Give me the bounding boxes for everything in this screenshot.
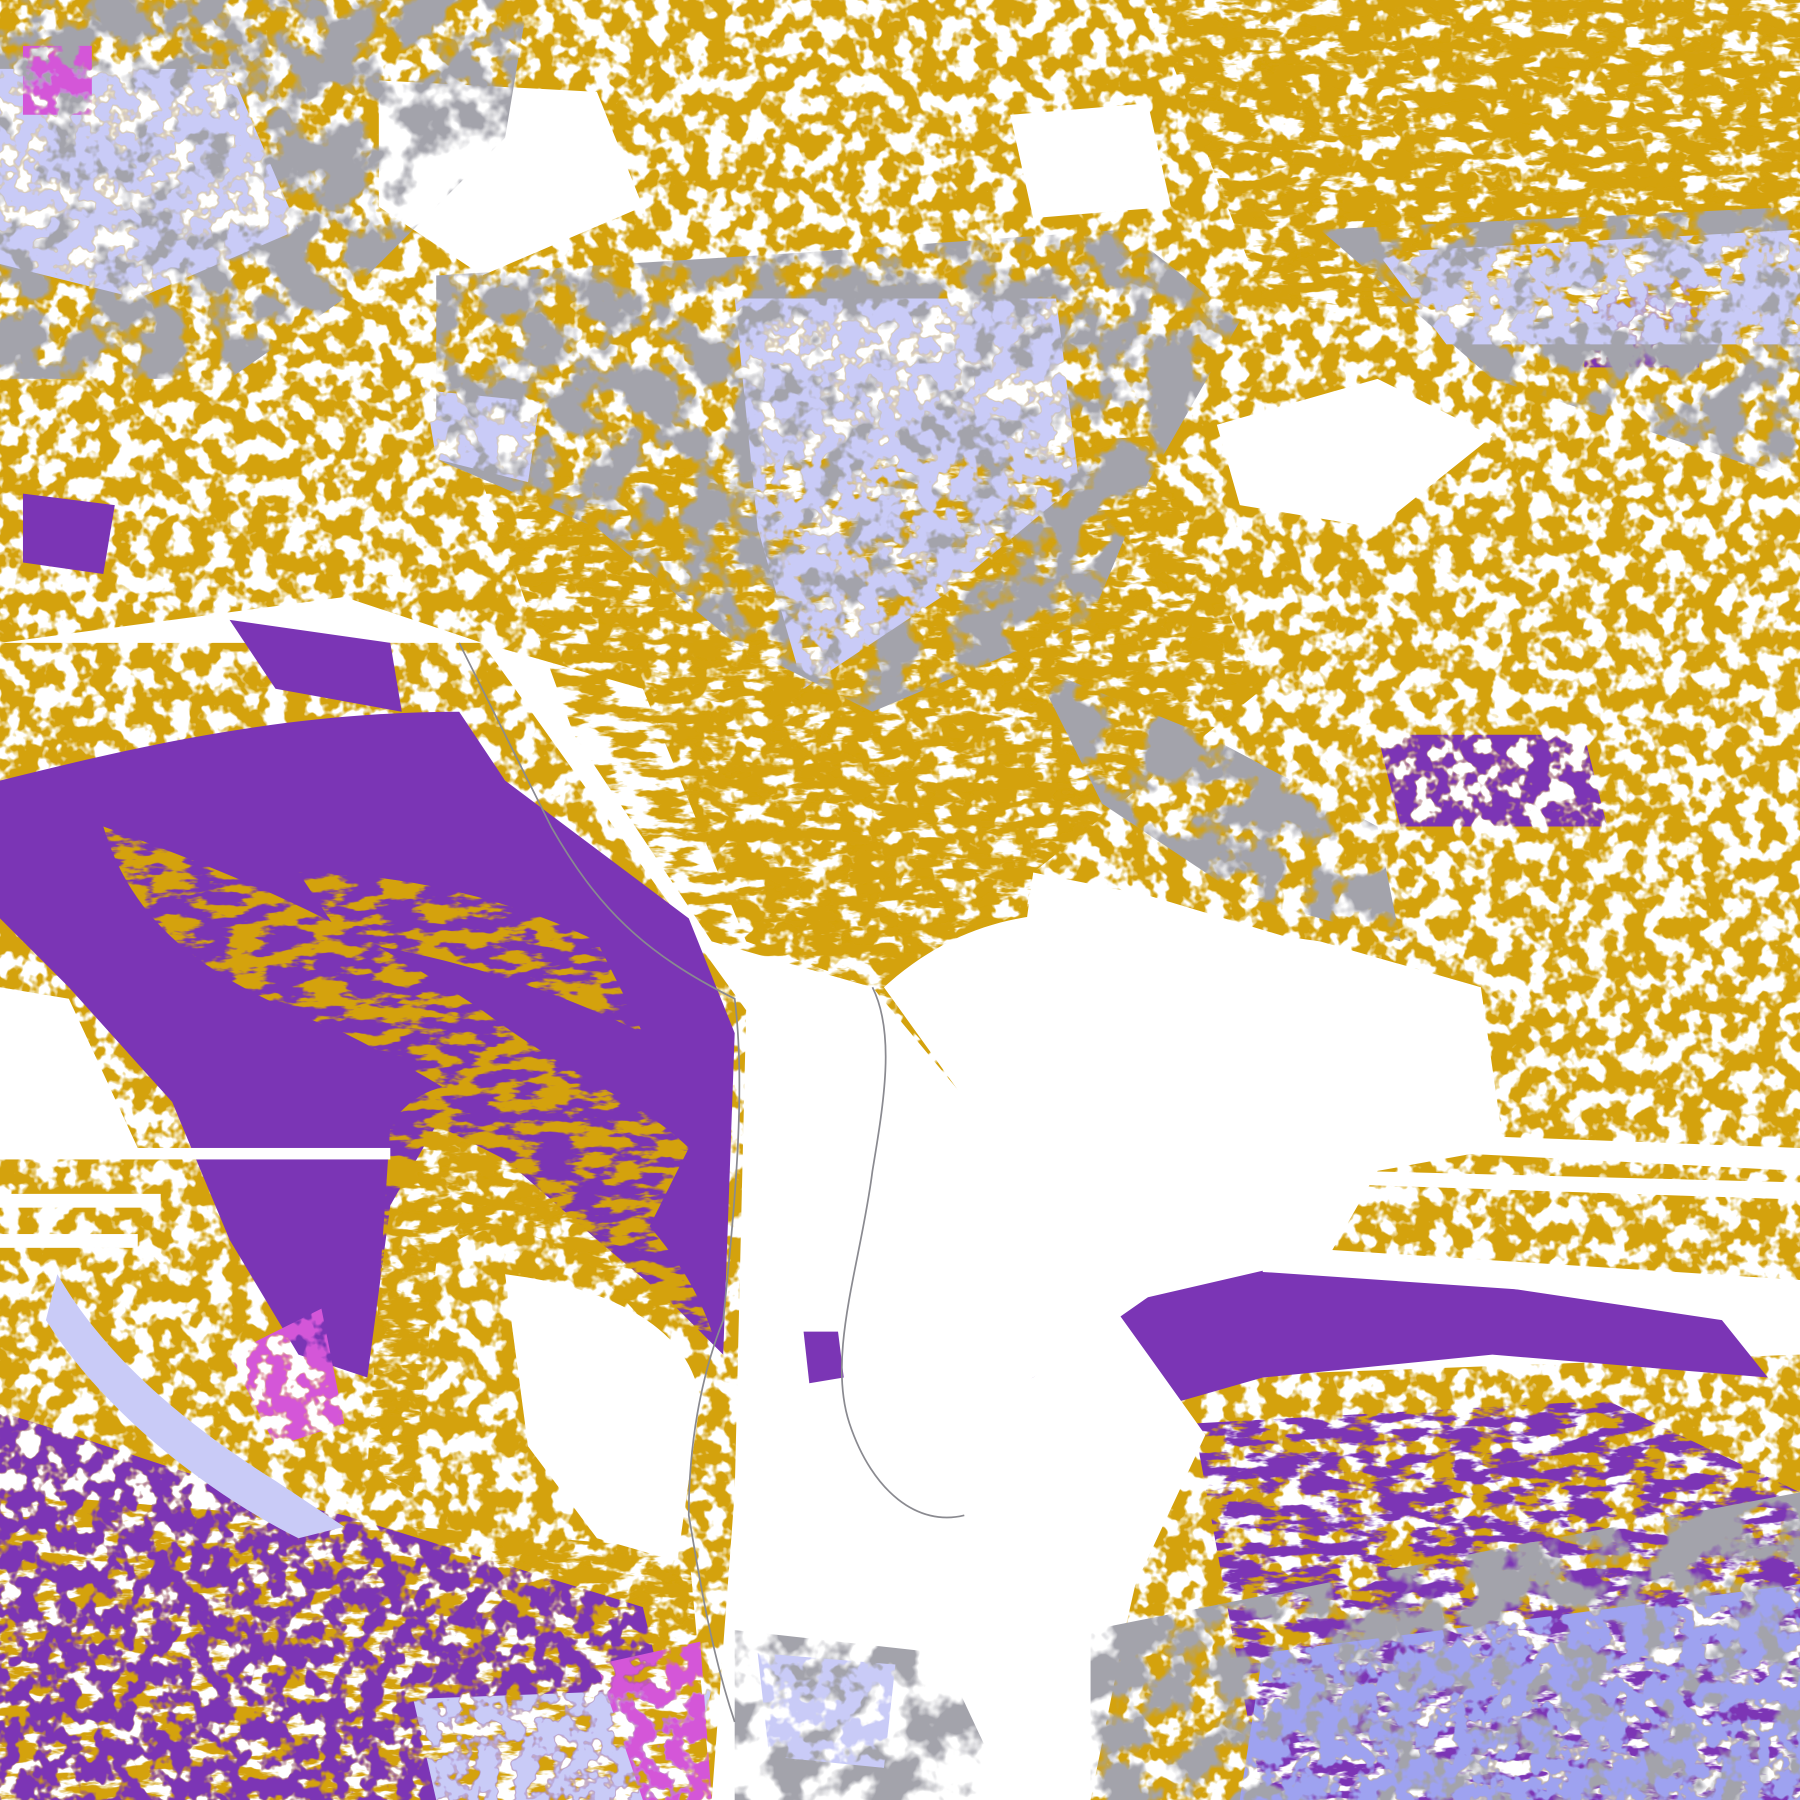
clear-pacific xyxy=(0,987,138,1160)
clear-north-2 xyxy=(1010,103,1171,219)
clear-chile xyxy=(505,1274,701,1562)
mid-cloud-north-east xyxy=(1377,734,1608,827)
mid-cloud-peru-coast xyxy=(229,619,402,712)
cloud-top-andes xyxy=(424,390,540,483)
cloud-top-amazon xyxy=(734,298,1080,689)
mid-cloud-pacific-west xyxy=(22,493,115,574)
cloud-top-southeast xyxy=(1239,1584,1800,1800)
scan-gap-east-2 xyxy=(1262,1245,1800,1309)
cloud-top-patagonia xyxy=(757,1653,896,1768)
scan-gap-2 xyxy=(0,1193,161,1208)
scan-gap-1 xyxy=(0,1147,391,1160)
deep-convection-south xyxy=(596,1641,712,1800)
swirl-3 xyxy=(298,872,643,1034)
deep-convection-front xyxy=(229,1308,345,1447)
scan-gap-east xyxy=(1354,1170,1800,1200)
cloud-top-northwest xyxy=(0,68,299,299)
frontal-cloud-band xyxy=(22,45,712,1800)
swirl-2 xyxy=(367,1084,712,1493)
mid-cloud-brazil-spot xyxy=(803,1331,844,1384)
frontal-band-light xyxy=(45,1274,345,1539)
high-cloud-diagonal xyxy=(1033,665,1401,942)
mid-cloud-atlantic-band xyxy=(872,1262,1768,1493)
scan-gap-3 xyxy=(0,1234,138,1248)
clear-sky-areas xyxy=(0,80,1800,1800)
deep-convection-northwest xyxy=(22,45,92,115)
clear-brazil-east xyxy=(734,912,1504,1800)
low-cloud-swirls xyxy=(103,826,712,1493)
coastline xyxy=(458,642,965,1723)
clear-northeast xyxy=(1216,378,1493,529)
cloud-top-northeast xyxy=(1377,229,1800,345)
